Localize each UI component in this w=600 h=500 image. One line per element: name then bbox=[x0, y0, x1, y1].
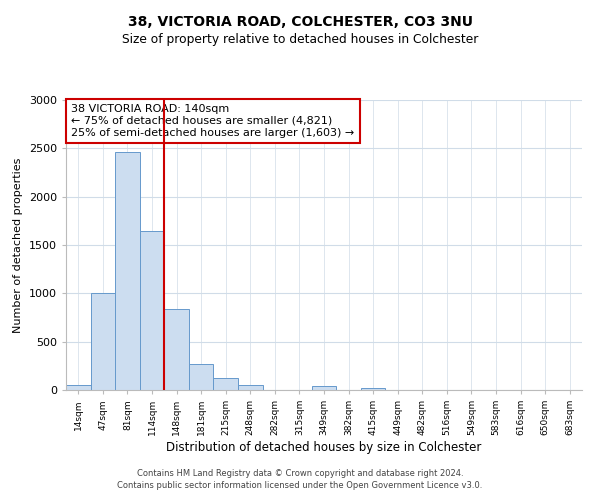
Text: 38, VICTORIA ROAD, COLCHESTER, CO3 3NU: 38, VICTORIA ROAD, COLCHESTER, CO3 3NU bbox=[128, 15, 473, 29]
Bar bbox=[238, 385, 263, 390]
Bar bbox=[189, 364, 214, 390]
Bar bbox=[115, 152, 140, 390]
Text: Contains public sector information licensed under the Open Government Licence v3: Contains public sector information licen… bbox=[118, 481, 482, 490]
Bar bbox=[312, 386, 336, 390]
Text: 38 VICTORIA ROAD: 140sqm
← 75% of detached houses are smaller (4,821)
25% of sem: 38 VICTORIA ROAD: 140sqm ← 75% of detach… bbox=[71, 104, 355, 138]
X-axis label: Distribution of detached houses by size in Colchester: Distribution of detached houses by size … bbox=[166, 441, 482, 454]
Bar bbox=[91, 294, 115, 390]
Bar bbox=[66, 384, 91, 390]
Text: Contains HM Land Registry data © Crown copyright and database right 2024.: Contains HM Land Registry data © Crown c… bbox=[137, 468, 463, 477]
Y-axis label: Number of detached properties: Number of detached properties bbox=[13, 158, 23, 332]
Bar bbox=[140, 232, 164, 390]
Bar bbox=[164, 309, 189, 390]
Text: Size of property relative to detached houses in Colchester: Size of property relative to detached ho… bbox=[122, 32, 478, 46]
Bar bbox=[361, 388, 385, 390]
Bar bbox=[214, 378, 238, 390]
